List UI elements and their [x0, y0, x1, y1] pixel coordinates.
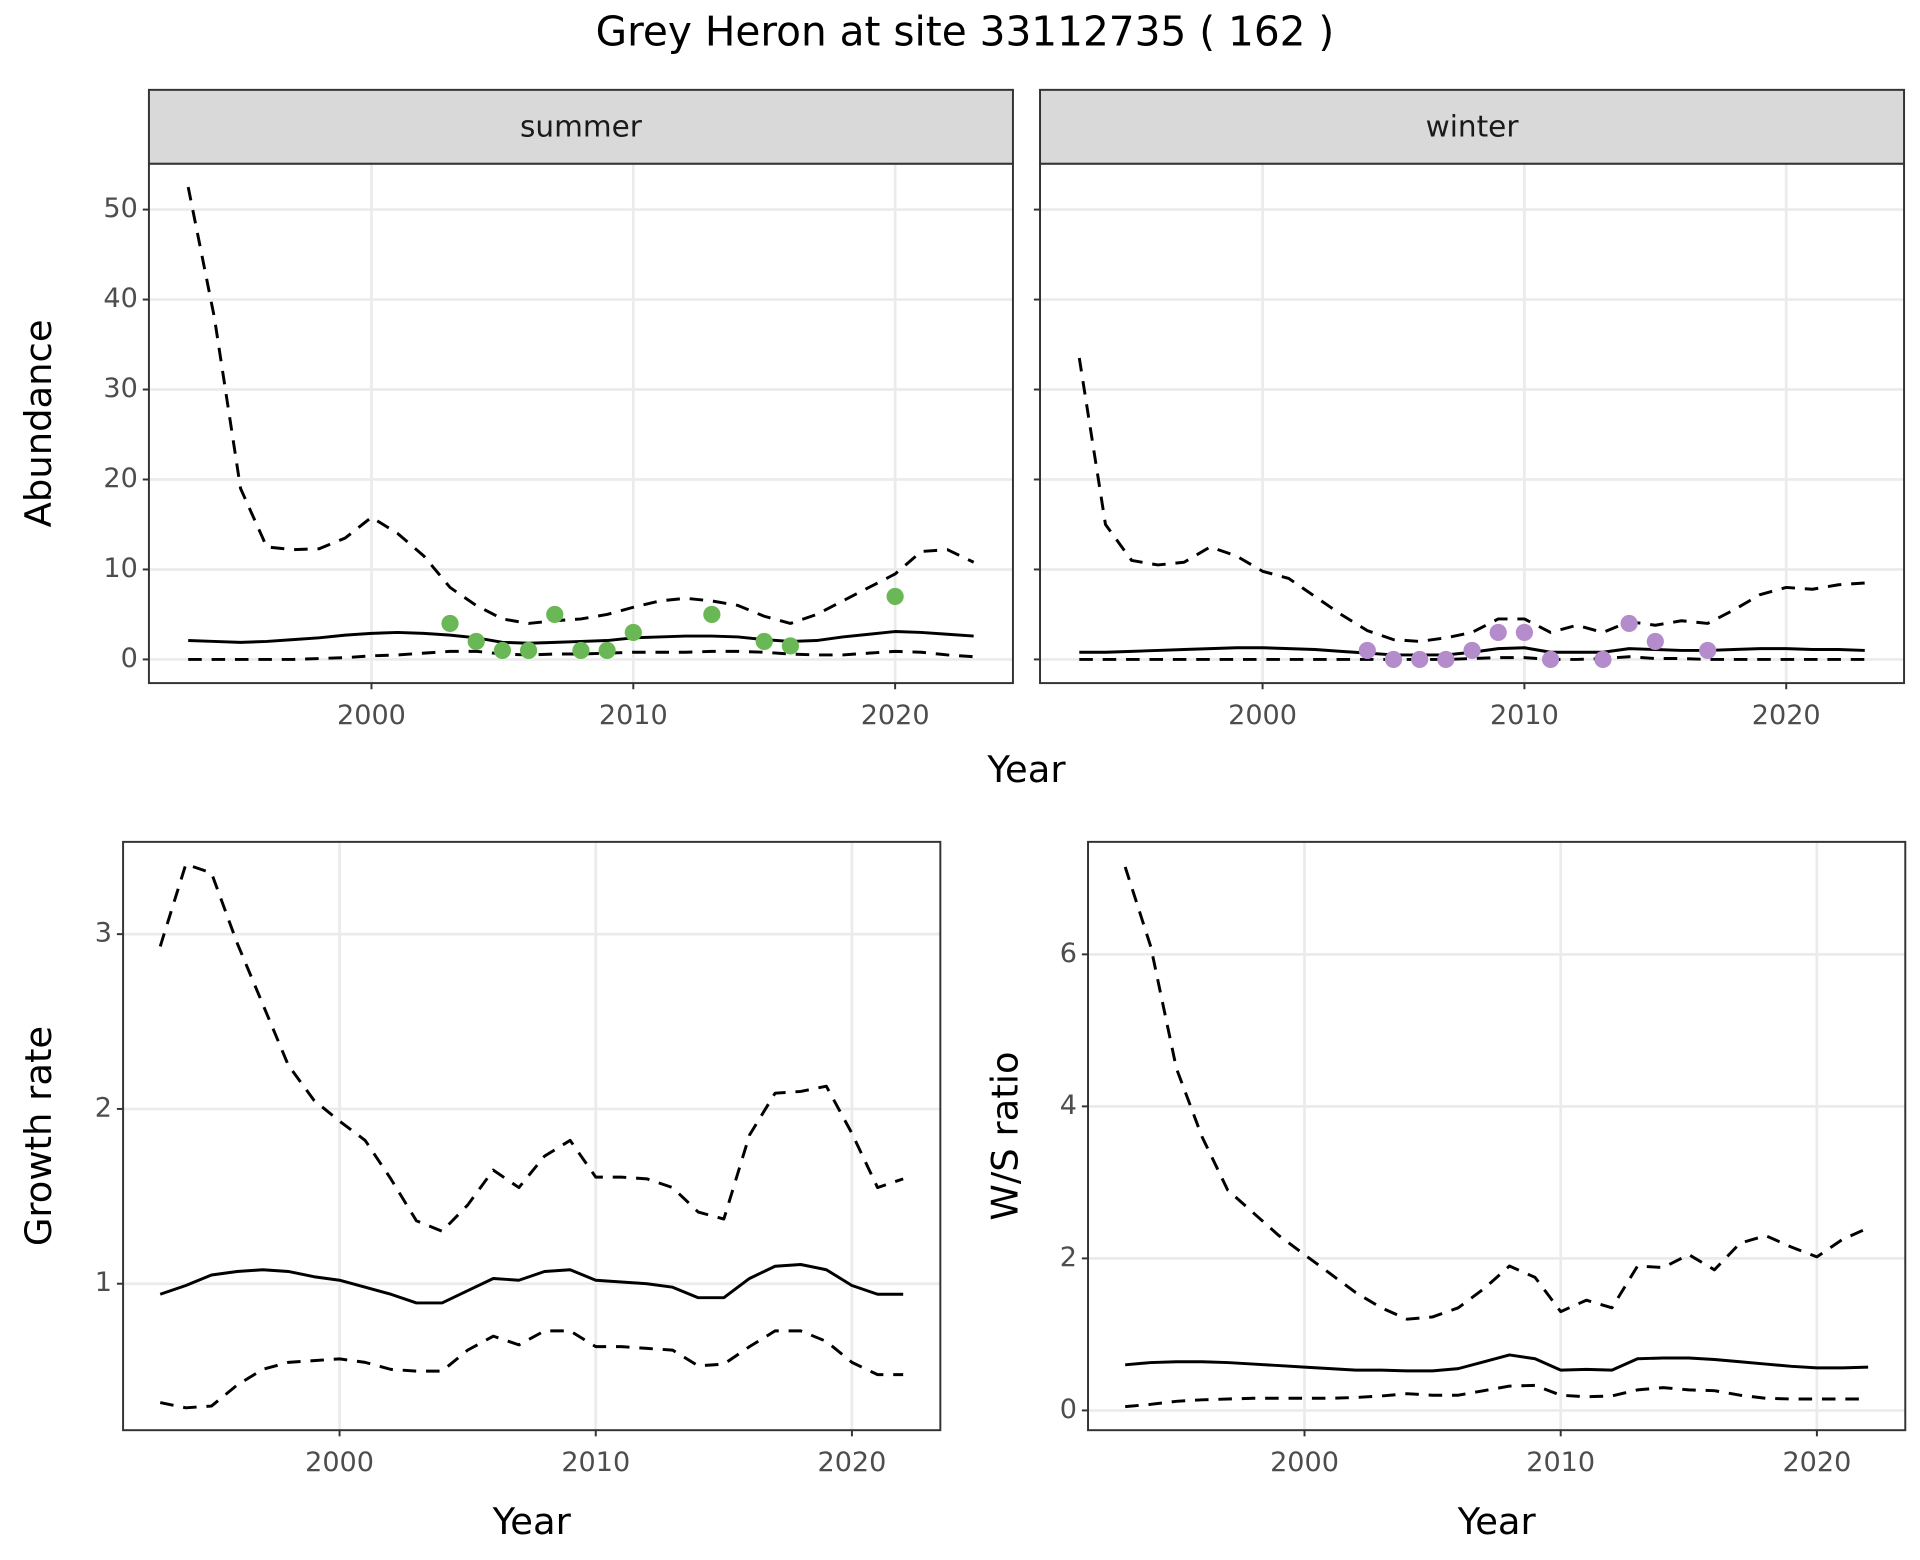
data-point [1384, 650, 1403, 669]
facet-label: winter [1426, 110, 1520, 144]
data-point [546, 605, 564, 624]
trend-line [159, 1263, 904, 1305]
x-tick-label: 2010 [561, 1447, 630, 1478]
x-tick-label: 2020 [1782, 1447, 1851, 1478]
panel-border [1087, 840, 1907, 1432]
panel-background [1088, 841, 1906, 1431]
data-point [1358, 641, 1376, 660]
trend-line [1125, 1353, 1869, 1373]
x-axis-title: Year [986, 748, 1066, 791]
x-tick-label: 2000 [337, 700, 406, 731]
x-tick-label: 2010 [1490, 700, 1559, 731]
y-tick-label: 0 [121, 643, 138, 674]
interval-line [1079, 655, 1865, 661]
data-point [624, 623, 642, 642]
interval-line [188, 649, 974, 661]
trend-line [188, 630, 974, 645]
panel-background [123, 841, 941, 1431]
y-tick-label: 40 [103, 283, 137, 314]
data-point [1594, 650, 1612, 669]
x-tick-label: 2020 [1752, 700, 1821, 731]
y-tick-label: 2 [95, 1092, 112, 1123]
y-tick-label: 3 [95, 918, 112, 949]
x-tick-label: 2000 [305, 1447, 374, 1478]
x-tick-label: 2020 [818, 1447, 887, 1478]
data-point [519, 641, 538, 660]
x-tick-label: 2010 [1526, 1447, 1595, 1478]
data-point [1646, 632, 1664, 651]
y-axis-title: W/S ratio [983, 1051, 1026, 1220]
panel-background [1040, 163, 1905, 684]
facet-label: summer [520, 110, 643, 144]
y-tick-label: 20 [103, 463, 137, 494]
interval-line [186, 186, 975, 625]
data-point [1541, 650, 1560, 669]
y-tick-label: 1 [95, 1267, 112, 1298]
y-tick-label: 4 [1060, 1090, 1077, 1121]
x-tick-label: 2000 [1270, 1447, 1339, 1478]
data-point [493, 641, 512, 660]
y-axis-title: Abundance [17, 319, 60, 527]
x-tick-label: 2010 [599, 700, 668, 731]
data-point [1699, 641, 1717, 660]
facet-strip [1039, 88, 1906, 165]
data-point [1489, 623, 1507, 642]
data-point [598, 641, 616, 660]
x-axis-title: Year [1457, 1500, 1537, 1543]
data-point [1463, 641, 1481, 660]
data-point [755, 632, 773, 651]
data-point [703, 605, 721, 624]
data-point [886, 587, 904, 606]
x-tick-label: 2000 [1228, 700, 1297, 731]
data-point [441, 614, 459, 633]
facet-strip [147, 88, 1014, 165]
interval-line [1125, 1383, 1869, 1409]
data-point [1620, 614, 1638, 633]
interval-line [159, 1329, 904, 1410]
y-tick-label: 6 [1060, 938, 1077, 969]
x-tick-label: 2020 [861, 700, 930, 731]
data-point [1411, 650, 1429, 669]
plot-area: Grey Heron at site 33112735 ( 162 ) 2000… [17, 7, 1907, 1543]
data-point [781, 637, 800, 655]
y-tick-label: 30 [103, 373, 137, 404]
figure-title: Grey Heron at site 33112735 ( 162 ) [596, 7, 1335, 55]
data-point [572, 641, 590, 660]
y-tick-label: 2 [1060, 1242, 1077, 1273]
panel-border [122, 840, 942, 1432]
data-point [1437, 650, 1455, 669]
panel-background [148, 163, 1013, 684]
y-tick-label: 0 [1060, 1394, 1077, 1425]
interval-line [158, 862, 904, 1233]
y-axis-title: Growth rate [17, 1026, 60, 1246]
data-point [1515, 623, 1534, 642]
y-tick-label: 50 [103, 193, 137, 224]
data-point [467, 632, 485, 651]
interval-line [1123, 866, 1869, 1321]
x-axis-title: Year [492, 1500, 572, 1543]
y-tick-label: 10 [103, 553, 137, 584]
